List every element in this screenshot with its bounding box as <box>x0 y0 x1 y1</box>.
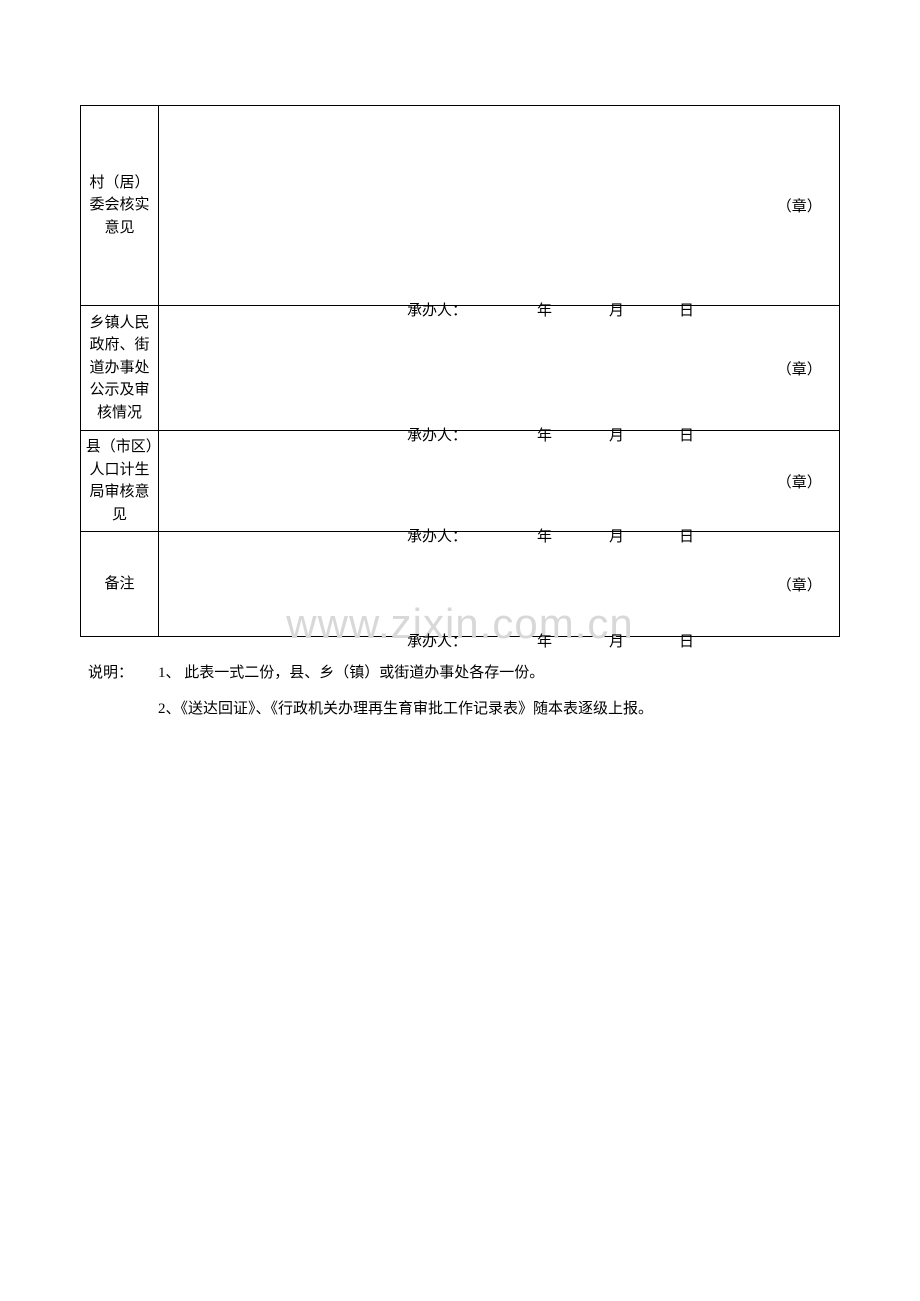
row-label: 备注 <box>81 532 159 637</box>
notes-section: 说明： 1、 此表一式二份，县、乡（镇）或街道办事处各存一份。 2、《送达回证》… <box>80 655 840 727</box>
stamp-label: （章） <box>760 306 840 431</box>
stamp-label: （章） <box>760 431 840 532</box>
row-content: 承办人：年月日 <box>159 431 760 532</box>
notes-text-1: 1、 此表一式二份，县、乡（镇）或街道办事处各存一份。 <box>158 655 840 691</box>
row-content: 承办人：年月日 <box>159 532 760 637</box>
table-row: 村（居）委会核实意见承办人：年月日（章） <box>81 106 840 306</box>
table-row: 备注承办人：年月日（章） <box>81 532 840 637</box>
notes-text-2: 2、《送达回证》、《行政机关办理再生育审批工作记录表》随本表逐级上报。 <box>158 691 840 727</box>
approval-table: 村（居）委会核实意见承办人：年月日（章）乡镇人民政府、街道办事处公示及审核情况承… <box>80 105 840 637</box>
notes-line-2: 2、《送达回证》、《行政机关办理再生育审批工作记录表》随本表逐级上报。 <box>88 691 840 727</box>
day-label: 日 <box>679 630 694 651</box>
table-row: 县（市区）人口计生局审核意见承办人：年月日（章） <box>81 431 840 532</box>
month-label: 月 <box>609 630 624 651</box>
stamp-label: （章） <box>760 532 840 637</box>
notes-label: 说明： <box>88 655 158 691</box>
stamp-label: （章） <box>760 106 840 306</box>
row-label: 县（市区）人口计生局审核意见 <box>81 431 159 532</box>
row-label: 村（居）委会核实意见 <box>81 106 159 306</box>
year-label: 年 <box>537 630 552 651</box>
row-label: 乡镇人民政府、街道办事处公示及审核情况 <box>81 306 159 431</box>
notes-line-1: 说明： 1、 此表一式二份，县、乡（镇）或街道办事处各存一份。 <box>88 655 840 691</box>
row-content: 承办人：年月日 <box>159 106 760 306</box>
handler-label: 承办人： <box>407 630 467 651</box>
page-container: 村（居）委会核实意见承办人：年月日（章）乡镇人民政府、街道办事处公示及审核情况承… <box>0 0 920 727</box>
table-row: 乡镇人民政府、街道办事处公示及审核情况承办人：年月日（章） <box>81 306 840 431</box>
row-content: 承办人：年月日 <box>159 306 760 431</box>
